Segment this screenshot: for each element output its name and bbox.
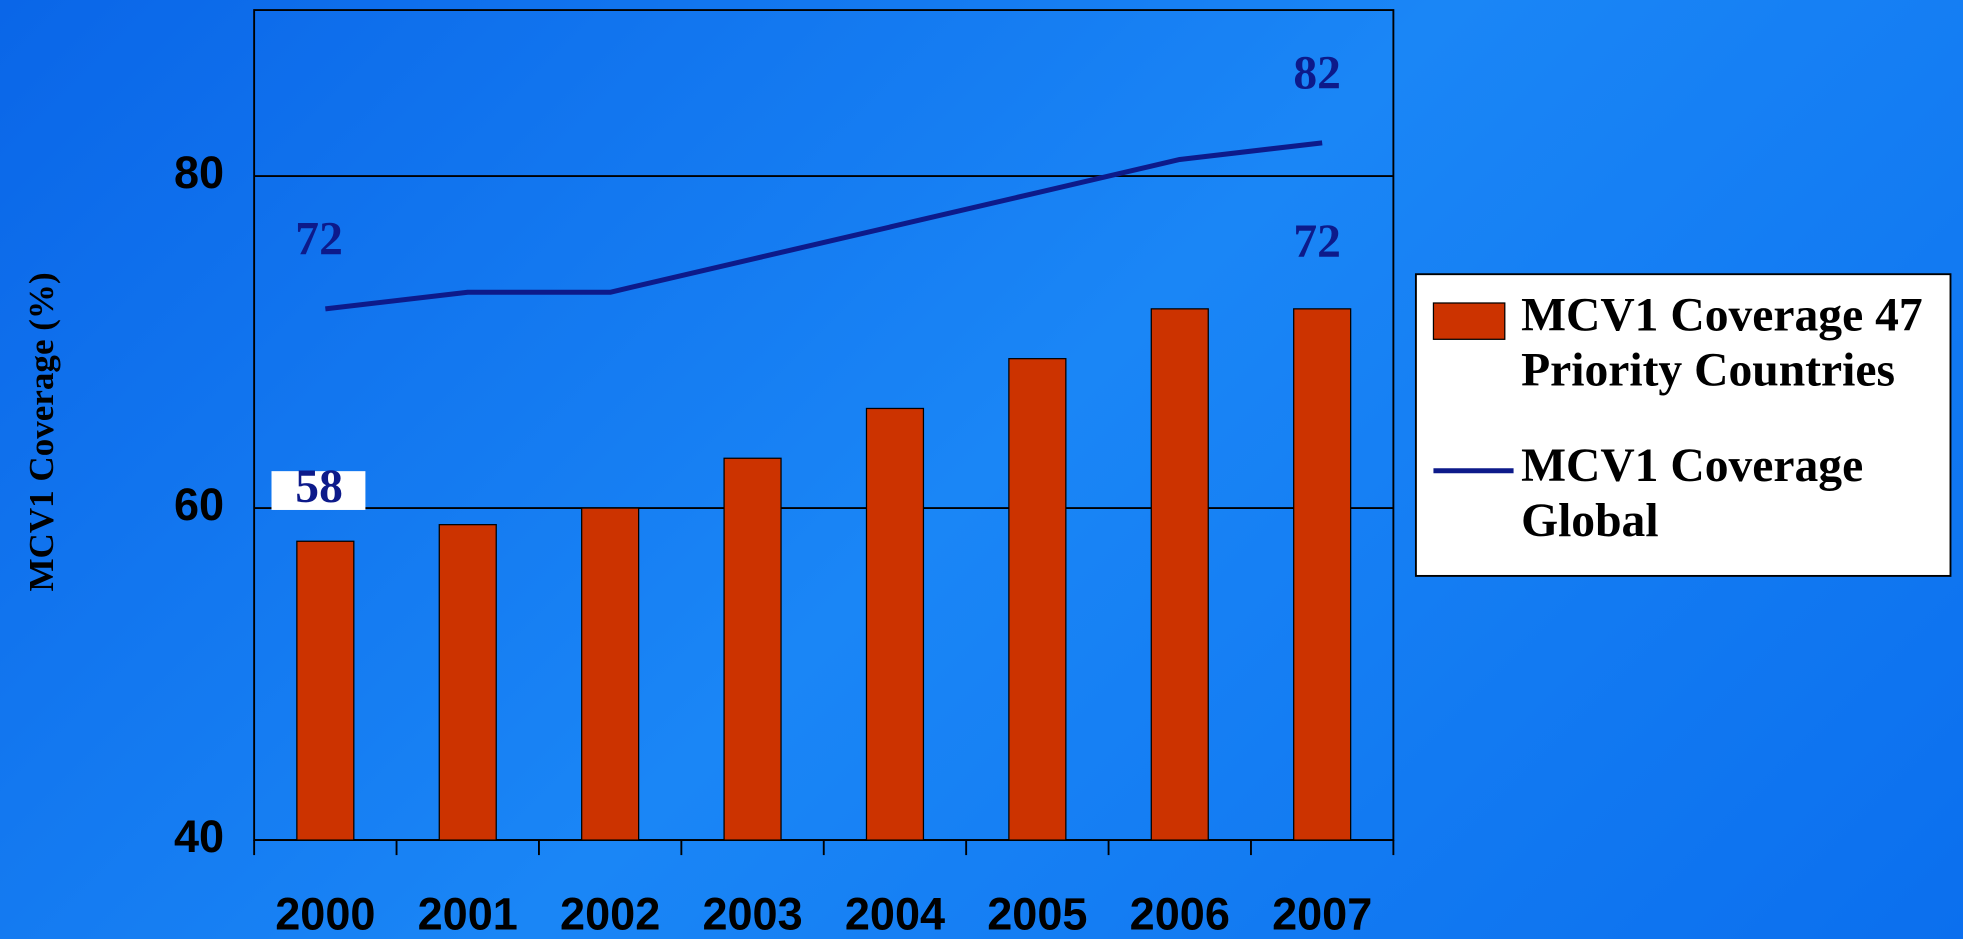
data-label: 58 xyxy=(295,461,343,513)
x-tick-label: 2003 xyxy=(702,889,802,939)
y-tick-label: 40 xyxy=(174,811,224,862)
bar xyxy=(1293,308,1352,841)
x-tick-label: 2007 xyxy=(1272,889,1372,939)
legend-entry: MCV1 Coverage Global xyxy=(1521,439,1864,548)
plot-frame xyxy=(253,9,1395,842)
x-tick-label: 2002 xyxy=(560,889,660,939)
legend-entry: MCV1 Coverage 47 Priority Countries xyxy=(1521,289,1923,397)
x-tick-label: 2004 xyxy=(845,889,945,939)
x-tick-label: 2000 xyxy=(275,889,375,939)
bar xyxy=(1150,308,1209,841)
data-label: 82 xyxy=(1293,48,1341,100)
data-label: 72 xyxy=(295,214,343,266)
y-tick-label: 80 xyxy=(174,147,224,198)
x-tick-label: 2005 xyxy=(987,889,1087,939)
bar xyxy=(1008,358,1067,841)
data-label: 72 xyxy=(1293,216,1341,268)
legend-label: MCV1 Coverage 47 Priority Countries xyxy=(1521,289,1923,397)
x-tick-label: 2006 xyxy=(1130,889,1230,939)
bar xyxy=(723,457,782,841)
y-tick-label: 60 xyxy=(174,479,224,530)
label-background xyxy=(271,471,366,510)
bar xyxy=(581,507,640,841)
legend-swatch xyxy=(1432,302,1506,340)
line xyxy=(325,140,1323,312)
x-tick-label: 2001 xyxy=(418,889,518,939)
bar xyxy=(438,524,497,841)
bar xyxy=(296,540,355,841)
bar xyxy=(865,407,925,841)
legend-label: MCV1 Coverage Global xyxy=(1521,439,1864,548)
y-axis-title: MCV1 Coverage (%) xyxy=(22,272,61,591)
